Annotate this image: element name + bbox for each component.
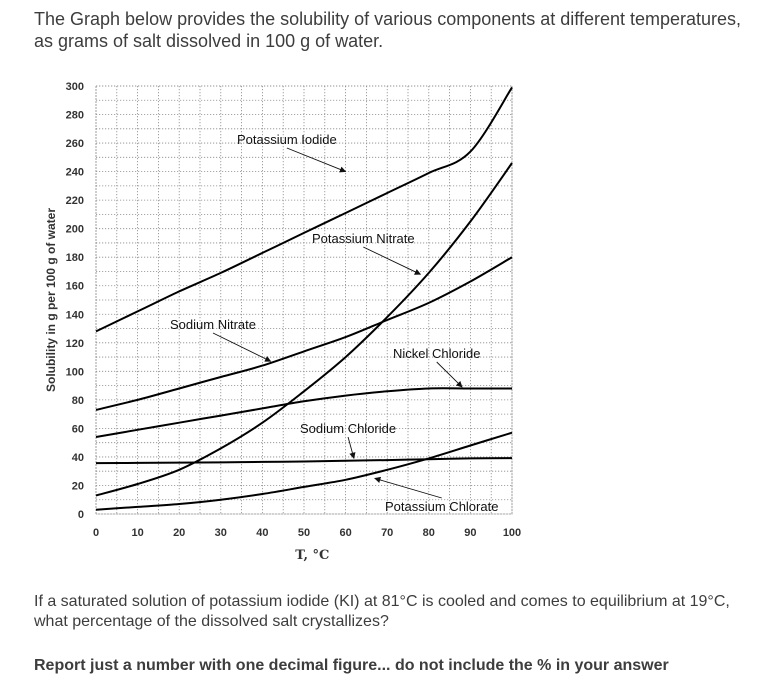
series-line-sodium-chloride <box>95 457 513 465</box>
series-line-potassium-chlorate <box>95 431 513 511</box>
y-tick-label: 140 <box>66 309 84 321</box>
instruction-text: Report just a number with one decimal fi… <box>34 657 669 674</box>
x-tick-label: 40 <box>256 527 268 539</box>
annotation-label: Sodium Chloride <box>300 421 396 436</box>
x-tick-label: 80 <box>423 527 435 539</box>
intro-text: The Graph below provides the solubility … <box>34 9 742 51</box>
annotation-arrow <box>212 332 272 362</box>
x-tick-label: 0 <box>93 527 99 539</box>
annotation-label: Potassium Iodide <box>237 132 337 147</box>
y-axis-title: Solubility in g per 100 g of water <box>44 208 58 392</box>
y-tick-label: 220 <box>66 195 84 207</box>
y-tick-label: 60 <box>72 423 84 435</box>
series-line-sodium-nitrate <box>95 256 513 411</box>
series-line-potassium-nitrate <box>95 162 513 497</box>
series-line-nickel-chloride <box>95 387 512 438</box>
annotation-arrow <box>436 361 463 388</box>
y-tick-label: 280 <box>66 110 84 122</box>
annotation-label: Sodium Nitrate <box>170 317 256 332</box>
x-tick-label: 90 <box>464 527 476 539</box>
y-tick-label: 300 <box>66 81 84 93</box>
y-tick-label: 100 <box>66 366 84 378</box>
y-tick-label: 260 <box>66 138 84 150</box>
y-tick-label: 200 <box>66 224 84 236</box>
annotation-arrow <box>347 436 356 459</box>
y-tick-label: 120 <box>66 338 84 350</box>
y-tick-label: 20 <box>72 480 84 492</box>
plot-area <box>95 85 513 515</box>
x-tick-label: 100 <box>503 527 521 539</box>
x-tick-label: 10 <box>131 527 143 539</box>
x-tick-label: 20 <box>173 527 185 539</box>
annotation-arrow <box>363 246 422 275</box>
y-tick-label: 0 <box>78 509 84 521</box>
annotation-arrow <box>374 476 442 499</box>
x-axis-title: T, °C <box>295 548 329 563</box>
y-tick-label: 160 <box>66 281 84 293</box>
annotation-label: Potassium Nitrate <box>312 231 415 246</box>
annotation-label: Potassium Chlorate <box>385 499 498 514</box>
question-text: If a saturated solution of potassium iod… <box>34 593 730 630</box>
x-tick-label: 50 <box>298 527 310 539</box>
series-line-potassium-iodide <box>95 86 513 333</box>
y-tick-label: 40 <box>72 452 84 464</box>
x-tick-label: 30 <box>215 527 227 539</box>
y-tick-label: 80 <box>72 395 84 407</box>
x-tick-label: 70 <box>381 527 393 539</box>
y-tick-label: 180 <box>66 252 84 264</box>
x-tick-label: 60 <box>339 527 351 539</box>
annotation-label: Nickel Chloride <box>393 346 480 361</box>
y-tick-label: 240 <box>66 167 84 179</box>
annotation-arrow <box>286 147 347 173</box>
